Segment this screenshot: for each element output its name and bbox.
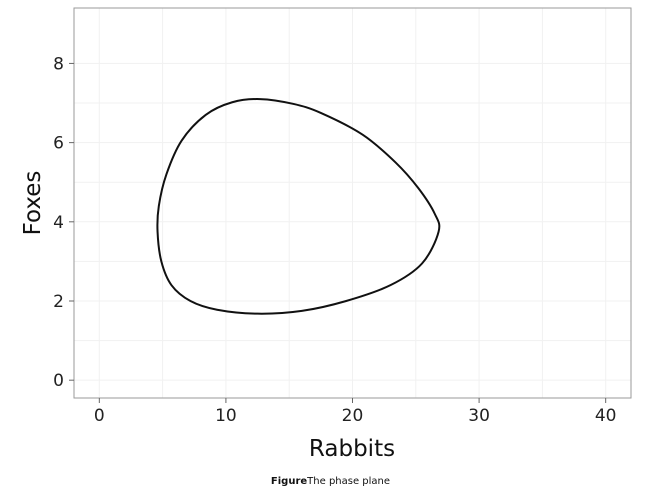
x-tick-label: 10: [215, 406, 237, 426]
figure-caption: FigureThe phase plane: [0, 476, 661, 487]
y-tick-label: 2: [53, 292, 64, 312]
x-tick-label: 20: [342, 406, 364, 426]
phase-trajectory-line: [156, 98, 441, 315]
y-axis: 0 2 4 6 8: [53, 54, 74, 391]
x-tick-label: 30: [468, 406, 490, 426]
data-curve-layer: [156, 98, 441, 315]
caption-lead: Figure: [270, 476, 308, 487]
caption-text: The phase plane: [307, 476, 391, 487]
grid-lines: [74, 8, 631, 398]
y-tick-label: 0: [53, 371, 64, 391]
x-tick-label: 0: [94, 406, 105, 426]
y-tick-label: 4: [53, 213, 64, 233]
y-tick-label: 6: [53, 134, 64, 154]
x-tick-label: 40: [595, 406, 617, 426]
y-tick-label: 8: [53, 54, 64, 74]
x-axis: 0 10 20 30 40: [94, 398, 617, 426]
x-axis-title: Rabbits: [309, 436, 395, 462]
y-axis-title: Foxes: [20, 171, 46, 236]
